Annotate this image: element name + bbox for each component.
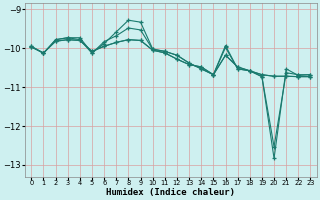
X-axis label: Humidex (Indice chaleur): Humidex (Indice chaleur) bbox=[106, 188, 236, 197]
